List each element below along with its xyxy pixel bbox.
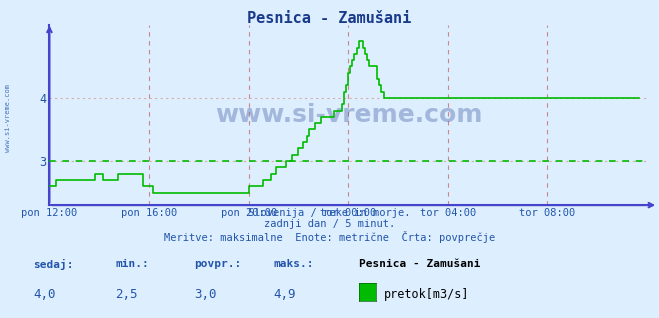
Text: sedaj:: sedaj: bbox=[33, 259, 73, 270]
Text: www.si-vreme.com: www.si-vreme.com bbox=[215, 103, 483, 127]
Text: 3,0: 3,0 bbox=[194, 288, 217, 301]
Text: 2,5: 2,5 bbox=[115, 288, 138, 301]
Text: 4,0: 4,0 bbox=[33, 288, 55, 301]
Text: pretok[m3/s]: pretok[m3/s] bbox=[384, 288, 469, 301]
Text: Slovenija / reke in morje.: Slovenija / reke in morje. bbox=[248, 208, 411, 218]
Text: 4,9: 4,9 bbox=[273, 288, 296, 301]
Text: Meritve: maksimalne  Enote: metrične  Črta: povprečje: Meritve: maksimalne Enote: metrične Črta… bbox=[164, 231, 495, 243]
Text: Pesnica - Zamušani: Pesnica - Zamušani bbox=[247, 11, 412, 26]
Text: maks.:: maks.: bbox=[273, 259, 314, 269]
Text: zadnji dan / 5 minut.: zadnji dan / 5 minut. bbox=[264, 219, 395, 229]
Text: www.si-vreme.com: www.si-vreme.com bbox=[5, 84, 11, 152]
Text: povpr.:: povpr.: bbox=[194, 259, 242, 269]
Text: Pesnica - Zamušani: Pesnica - Zamušani bbox=[359, 259, 480, 269]
Text: min.:: min.: bbox=[115, 259, 149, 269]
